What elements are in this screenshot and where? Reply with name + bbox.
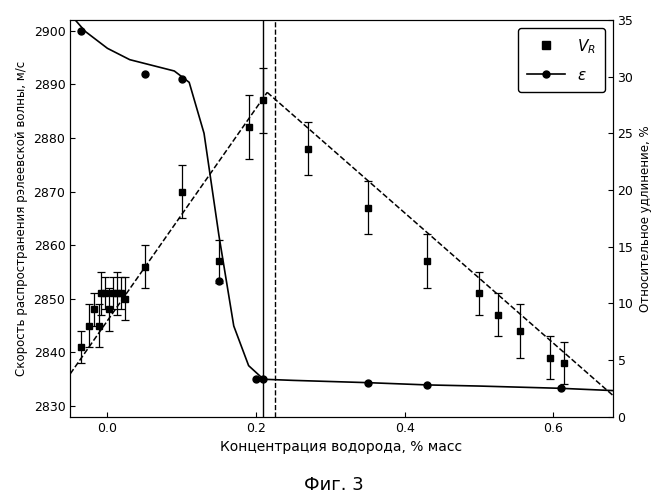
- X-axis label: Концентрация водорода, % масс: Концентрация водорода, % масс: [220, 440, 462, 454]
- Text: Фиг. 3: Фиг. 3: [303, 476, 364, 494]
- Y-axis label: Относительное удлинение, %: Относительное удлинение, %: [639, 125, 652, 312]
- Y-axis label: Скорость распространения рэлеевской волны, м/с: Скорость распространения рэлеевской волн…: [15, 61, 28, 376]
- Legend: $V_R$, $\varepsilon$: $V_R$, $\varepsilon$: [518, 27, 605, 92]
